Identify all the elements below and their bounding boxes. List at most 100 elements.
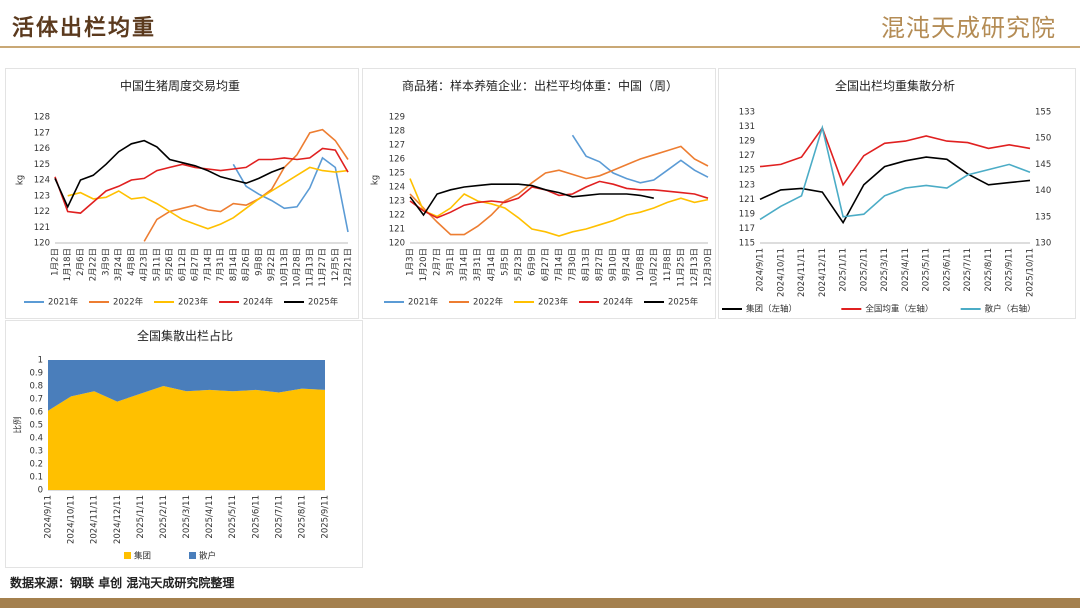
series-line bbox=[409, 183, 654, 217]
y-tick-label: 120 bbox=[34, 239, 50, 249]
x-tick-label: 2月6日 bbox=[76, 248, 86, 276]
x-tick-label: 10月13日 bbox=[280, 248, 290, 287]
y2-tick-label: 150 bbox=[1035, 134, 1051, 144]
x-tick-label: 5月11日 bbox=[152, 248, 162, 281]
x-tick-label: 2025/8/11 bbox=[297, 495, 307, 539]
x-tick-label: 2025/8/11 bbox=[984, 248, 994, 292]
x-tick-label: 2024/11/11 bbox=[797, 248, 807, 297]
x-tick-label: 2025/7/11 bbox=[274, 495, 284, 539]
x-tick-label: 3月31日 bbox=[473, 248, 483, 281]
x-tick-label: 2月7日 bbox=[433, 248, 443, 276]
x-tick-label: 6月27日 bbox=[191, 248, 201, 281]
x-tick-label: 4月14日 bbox=[487, 248, 497, 281]
x-tick-label: 8月14日 bbox=[229, 248, 239, 281]
series-area bbox=[48, 360, 325, 411]
x-tick-label: 5月23日 bbox=[514, 248, 524, 281]
y-tick-label: 125 bbox=[34, 160, 50, 170]
x-tick-label: 12月21日 bbox=[344, 248, 354, 287]
x-tick-label: 12月5日 bbox=[331, 248, 341, 281]
y-tick-label: 129 bbox=[739, 137, 755, 147]
y-tick-label: 0 bbox=[38, 486, 43, 496]
x-tick-label: 2024/12/11 bbox=[113, 495, 123, 544]
panel bbox=[718, 68, 1076, 319]
y-tick-label: 117 bbox=[739, 224, 755, 234]
chart-title: 全国集散出栏占比 bbox=[136, 329, 233, 343]
x-tick-label: 2025/1/11 bbox=[136, 495, 146, 539]
series-line bbox=[54, 147, 349, 214]
y2-tick-label: 135 bbox=[1035, 212, 1051, 222]
legend-label: 2023年 bbox=[178, 297, 209, 308]
y-tick-label: 119 bbox=[739, 209, 755, 219]
x-tick-label: 11月25日 bbox=[676, 248, 686, 287]
y-tick-label: 120 bbox=[389, 239, 405, 249]
y-tick-label: 126 bbox=[34, 144, 50, 154]
y-tick-label: 0.3 bbox=[29, 447, 43, 457]
footer-bar bbox=[0, 598, 1080, 608]
y-tick-label: 124 bbox=[389, 183, 405, 193]
legend-label: 2025年 bbox=[668, 297, 699, 308]
x-tick-label: 11月8日 bbox=[663, 248, 673, 281]
series-line bbox=[54, 139, 285, 209]
panel bbox=[5, 320, 363, 568]
x-tick-label: 2024/9/11 bbox=[756, 248, 766, 292]
x-tick-label: 2025/9/11 bbox=[1005, 248, 1015, 292]
x-tick-label: 4月23日 bbox=[140, 248, 150, 281]
y-tick-label: 127 bbox=[389, 141, 405, 151]
x-tick-label: 1月2日 bbox=[51, 248, 61, 276]
x-tick-label: 9月22日 bbox=[267, 248, 277, 281]
x-tick-label: 2024/10/11 bbox=[67, 495, 77, 544]
series-line bbox=[232, 156, 349, 233]
legend-label: 集团 bbox=[134, 551, 151, 562]
y-tick-label: 123 bbox=[739, 180, 755, 190]
x-tick-label: 3月9日 bbox=[101, 248, 111, 276]
x-tick-label: 9月8日 bbox=[254, 248, 264, 276]
x-tick-label: 9月10日 bbox=[609, 248, 619, 281]
y-tick-label: 126 bbox=[389, 155, 405, 165]
header-rule bbox=[0, 46, 1080, 48]
x-tick-label: 12月13日 bbox=[690, 248, 700, 287]
y-tick-label: 0.2 bbox=[29, 460, 43, 470]
y2-tick-label: 140 bbox=[1035, 186, 1051, 196]
legend-label: 2022年 bbox=[473, 297, 504, 308]
x-tick-label: 7月30日 bbox=[568, 248, 578, 281]
series-line bbox=[409, 178, 709, 237]
y-tick-label: 0.6 bbox=[29, 408, 43, 418]
legend-label: 2021年 bbox=[408, 297, 439, 308]
panel bbox=[5, 68, 359, 319]
y-axis-label: kg bbox=[371, 175, 381, 185]
y-axis-label: 比例 bbox=[13, 416, 24, 433]
legend-label: 全国均重（左轴） bbox=[865, 304, 933, 315]
y-tick-label: 125 bbox=[389, 169, 405, 179]
x-tick-label: 2024/11/11 bbox=[90, 495, 100, 544]
x-tick-label: 3月1日 bbox=[446, 248, 456, 276]
x-tick-label: 2025/3/11 bbox=[182, 495, 192, 539]
x-tick-label: 7月14日 bbox=[203, 248, 213, 281]
x-tick-label: 2025/1/11 bbox=[839, 248, 849, 292]
y-tick-label: 121 bbox=[34, 223, 50, 233]
x-tick-label: 2025/9/11 bbox=[321, 495, 331, 539]
x-tick-label: 2025/10/11 bbox=[1026, 248, 1036, 297]
x-tick-label: 3月14日 bbox=[460, 248, 470, 281]
series-area bbox=[48, 386, 325, 490]
x-tick-label: 8月26日 bbox=[242, 248, 252, 281]
x-tick-label: 8月13日 bbox=[582, 248, 592, 281]
x-tick-label: 2025/7/11 bbox=[963, 248, 973, 292]
y-tick-label: 121 bbox=[739, 195, 755, 205]
y-tick-label: 122 bbox=[389, 211, 405, 221]
y-tick-label: 123 bbox=[34, 191, 50, 201]
x-tick-label: 1月18日 bbox=[63, 248, 73, 281]
x-tick-label: 7月14日 bbox=[555, 248, 565, 281]
y-tick-label: 115 bbox=[739, 239, 755, 249]
x-tick-label: 9月24日 bbox=[622, 248, 632, 281]
y-tick-label: 1 bbox=[38, 356, 43, 366]
x-tick-label: 12月30日 bbox=[704, 248, 714, 287]
series-line bbox=[409, 180, 709, 219]
series-line bbox=[409, 145, 709, 236]
x-tick-label: 4月8日 bbox=[127, 248, 137, 276]
x-tick-label: 2025/5/11 bbox=[922, 248, 932, 292]
x-tick-label: 5月5日 bbox=[500, 248, 510, 276]
legend-swatch bbox=[124, 552, 131, 559]
x-tick-label: 2025/2/11 bbox=[859, 248, 869, 292]
y-tick-label: 0.4 bbox=[29, 434, 43, 444]
